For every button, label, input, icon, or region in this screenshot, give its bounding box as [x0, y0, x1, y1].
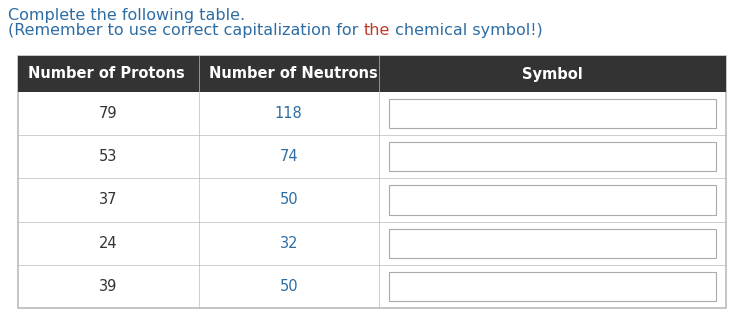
Text: 32: 32 — [279, 236, 298, 251]
FancyBboxPatch shape — [18, 56, 726, 92]
Text: 39: 39 — [99, 279, 117, 294]
Text: 50: 50 — [279, 192, 298, 208]
Text: Number of Protons: Number of Protons — [28, 67, 185, 82]
FancyBboxPatch shape — [389, 272, 716, 301]
Text: (Remember to use correct capitalization for: (Remember to use correct capitalization … — [8, 23, 364, 38]
FancyBboxPatch shape — [18, 56, 726, 308]
Text: 37: 37 — [99, 192, 117, 208]
Text: the: the — [364, 23, 390, 38]
Text: Complete the following table.: Complete the following table. — [8, 8, 245, 23]
FancyBboxPatch shape — [389, 99, 716, 128]
Text: Number of Neutrons: Number of Neutrons — [208, 67, 377, 82]
Text: 53: 53 — [99, 149, 117, 164]
FancyBboxPatch shape — [389, 185, 716, 215]
Text: chemical symbol!): chemical symbol!) — [390, 23, 542, 38]
Text: Symbol: Symbol — [522, 67, 583, 82]
Text: 24: 24 — [99, 236, 117, 251]
FancyBboxPatch shape — [389, 142, 716, 171]
Text: 118: 118 — [275, 106, 303, 121]
Text: 50: 50 — [279, 279, 298, 294]
Text: 74: 74 — [279, 149, 298, 164]
FancyBboxPatch shape — [389, 229, 716, 258]
Text: 79: 79 — [99, 106, 117, 121]
